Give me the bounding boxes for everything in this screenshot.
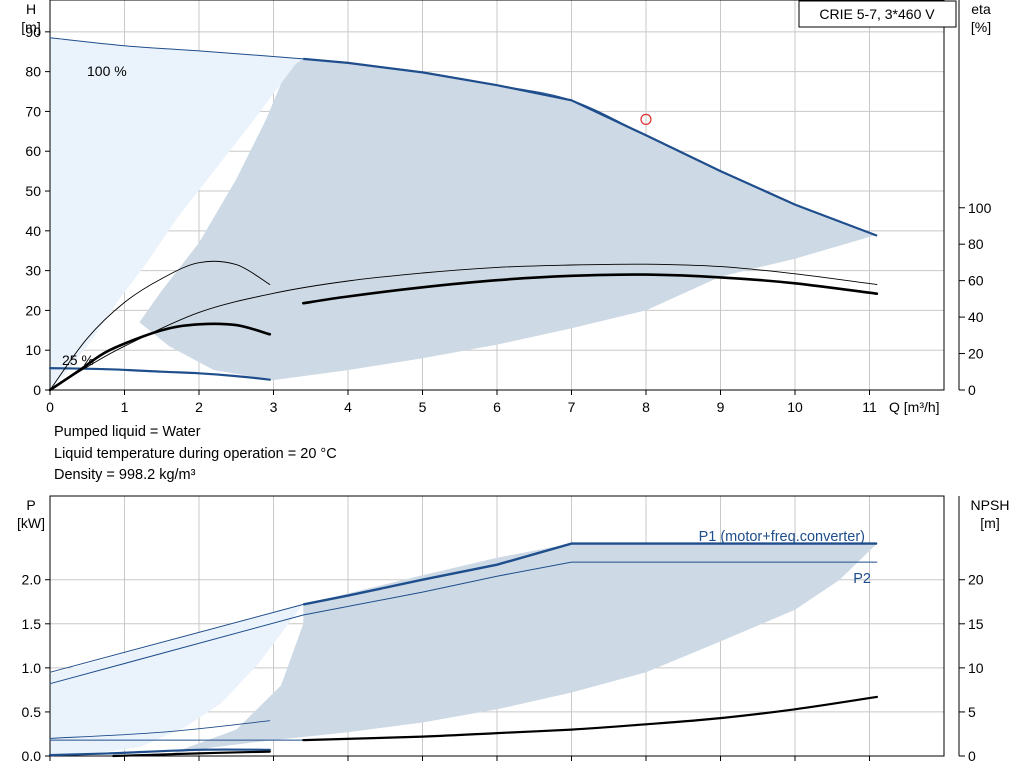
chart-title: CRIE 5-7, 3*460 V [819, 6, 935, 22]
y-tick-label: 20 [25, 302, 41, 318]
p1-curve-operating [303, 542, 877, 606]
series-line-5 [49, 720, 271, 739]
y-tick-label: 10 [25, 342, 41, 358]
y-axis-label-line: H [26, 1, 36, 17]
y-tick-label: 90 [25, 24, 41, 40]
y2-axis-label-line: NPSH [971, 497, 1010, 513]
y2-tick-label: 100 [968, 200, 992, 216]
y-tick-label: 50 [25, 183, 41, 199]
y2-tick-label: 20 [968, 572, 984, 588]
light-operating-region [50, 37, 304, 391]
series-line-7 [302, 695, 878, 742]
series-line-5 [49, 260, 271, 391]
y-axis-label: H [m] [21, 1, 40, 35]
x-tick-label: 5 [419, 399, 427, 415]
y2-tick-label: 15 [968, 616, 984, 632]
series-line-6 [112, 750, 271, 758]
y2-axis-label: NPSH [m] [971, 497, 1010, 531]
y2-axis-label-line: [%] [971, 19, 991, 35]
legend-p2: P2 [853, 571, 871, 587]
y2-tick-label: 80 [968, 236, 984, 252]
series-line-3 [49, 263, 878, 391]
y-tick-label: 2.0 [22, 572, 42, 588]
y-tick-label: 1.0 [22, 660, 42, 676]
y-axis-label: P [kW] [17, 497, 45, 531]
x-tick-label: 6 [493, 399, 501, 415]
series-line-3 [48, 748, 271, 757]
y-tick-label: 1.5 [22, 616, 42, 632]
series-line-4 [302, 273, 879, 305]
y-tick-label: 40 [25, 223, 41, 239]
y2-tick-label: 0 [968, 748, 976, 764]
x-tick-label: 9 [717, 399, 725, 415]
x-tick-label: 7 [568, 399, 576, 415]
y2-tick-label: 0 [968, 382, 976, 398]
y2-tick-label: 10 [968, 660, 984, 676]
pumped-liquid-text: Pumped liquid = Water [54, 424, 201, 440]
power-npsh-chart: 0.0 0.5 1.0 1.5 2.0 0 5 10 15 20 P [kW] NPSH [m] P1 (m… [17, 495, 1010, 764]
y2-tick-label: 40 [968, 309, 984, 325]
y-tick-label: 80 [25, 64, 41, 80]
y-tick-label: 30 [25, 263, 41, 279]
y-tick-label: 70 [25, 103, 41, 119]
light-operating-region [50, 604, 304, 756]
y-tick-label: 0.5 [22, 704, 42, 720]
y2-axis-label: eta [%] [971, 1, 991, 35]
x-tick-label: 1 [121, 399, 129, 415]
y2-tick-label: 5 [968, 704, 976, 720]
liquid-temperature-text: Liquid temperature during operation = 20… [54, 446, 337, 462]
y2-axis-label-line: [m] [980, 515, 999, 531]
x-tick-label: 3 [270, 399, 278, 415]
y-tick-label: 0.0 [22, 748, 42, 764]
series-line-6 [48, 322, 272, 392]
max-speed-curve-operating [303, 57, 878, 237]
x-tick-label: 11 [862, 399, 877, 415]
y-axis-label-line: P [26, 497, 35, 513]
x-tick-label: 10 [787, 399, 803, 415]
title-box [798, 0, 957, 28]
density-text: Density = 998.2 kg/m³ [54, 467, 196, 483]
x-axis-label: Q [m³/h] [889, 399, 940, 415]
x-tick-label: 4 [344, 399, 352, 415]
y-tick-label: 60 [25, 143, 41, 159]
legend-p1: P1 (motor+freq.converter) [699, 529, 865, 545]
x-tick-label: 0 [46, 399, 54, 415]
y-axis-label-line: [kW] [17, 515, 45, 531]
x-tick-label: 2 [195, 399, 203, 415]
series-line-2 [49, 561, 878, 685]
y2-tick-label: 20 [968, 346, 984, 362]
speed-label-25: 25 % [62, 352, 94, 368]
speed-label-100: 100 % [87, 63, 127, 79]
series-line-2 [48, 367, 271, 381]
y-axis-label-line: [m] [21, 19, 40, 35]
head-efficiency-chart: 0 10 20 30 40 50 60 70 80 90 0 20 40 60 80 100 0 1 2 3 4 5 6 7 8… [21, 0, 992, 415]
duty-point-marker [640, 113, 652, 125]
dark-operating-region [169, 543, 877, 755]
y2-axis-label-line: eta [971, 1, 991, 17]
x-tick-label: 8 [642, 399, 650, 415]
y-tick-label: 0 [33, 382, 41, 398]
y2-tick-label: 60 [968, 273, 984, 289]
